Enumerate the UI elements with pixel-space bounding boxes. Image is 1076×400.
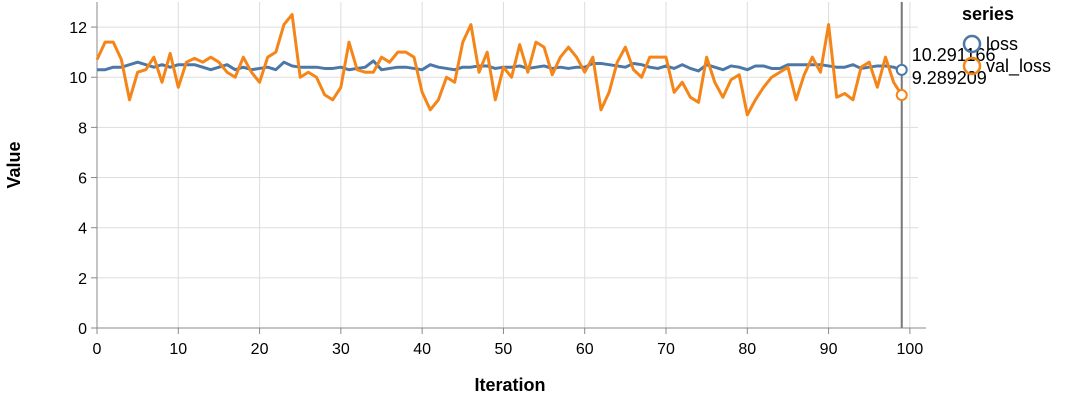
grid [96,2,918,329]
legend-label-loss: loss [986,34,1018,54]
x-axis: 0 10 20 30 40 50 60 70 80 90 100 [93,327,926,358]
series-line-val-loss [95,13,904,117]
endpoint-marker-val-loss [895,89,908,102]
series-line-loss [97,59,903,73]
x-tick-label: 10 [169,341,187,358]
y-tick-label: 10 [69,70,87,87]
x-tick-label: 100 [897,341,924,358]
x-tick-label: 40 [413,341,431,358]
hover-rule: 10.291166 9.289209 [895,2,996,328]
legend-label-val-loss: val_loss [986,56,1051,77]
series-lines [95,13,904,117]
axes: 0 2 4 6 8 10 12 0 10 20 30 40 50 60 70 80 90 100 Value I… [4,2,926,395]
x-tick-label: 30 [332,341,350,358]
x-tick-label: 90 [820,341,838,358]
x-axis-title: Iteration [474,375,545,395]
y-tick-label: 2 [78,271,87,288]
x-tick-label: 0 [93,341,102,358]
value-label-val-loss: 9.289209 [912,68,987,88]
legend-title: series [962,4,1014,24]
value-label-loss: 10.291166 [912,45,996,65]
legend-symbol-val-loss [962,56,982,76]
x-tick-label: 70 [657,341,675,358]
endpoint-marker-loss [895,63,908,76]
y-axis: 0 2 4 6 8 10 12 [69,2,98,338]
legend-symbol-loss [962,34,982,54]
x-tick-label: 80 [738,341,756,358]
y-tick-label: 8 [78,120,87,137]
y-tick-label: 0 [78,321,87,338]
y-axis-title: Value [4,141,24,188]
x-tick-label: 60 [576,341,594,358]
y-tick-label: 12 [69,20,87,37]
y-tick-label: 4 [78,221,87,238]
x-tick-label: 20 [251,341,269,358]
y-tick-label: 6 [78,171,87,188]
x-tick-label: 50 [495,341,513,358]
